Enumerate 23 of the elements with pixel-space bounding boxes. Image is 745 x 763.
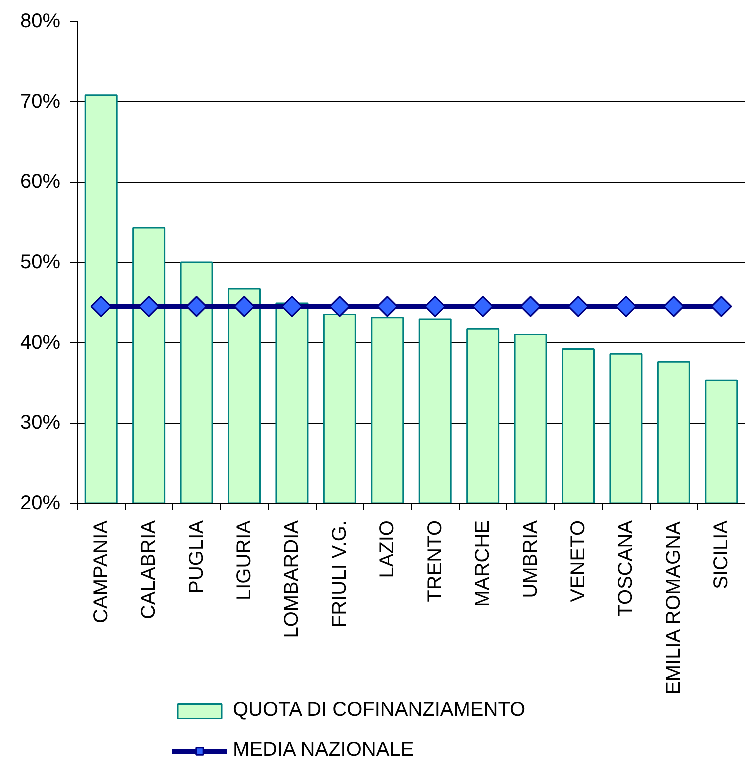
x-tick-label: SICILIA <box>710 520 733 590</box>
y-tick-label: 50% <box>20 252 61 274</box>
x-tick-label: FRIULI V.G. <box>328 520 351 628</box>
x-tick-label: CALABRIA <box>138 520 160 620</box>
x-tick-label: VENETO <box>568 520 590 602</box>
x-tick-label: EMILIA ROMAGNA <box>662 520 685 695</box>
y-tick-label: 80% <box>20 10 61 32</box>
y-tick-label: 70% <box>20 90 61 113</box>
y-tick-label: 20% <box>20 492 61 514</box>
x-tick-label: CAMPANIA <box>90 520 112 624</box>
x-tick-label: LIGURIA <box>234 520 256 601</box>
legend-label: MEDIA NAZIONALE <box>233 739 414 762</box>
x-tick-label: LAZIO <box>376 520 399 578</box>
x-tick-label: TRENTO <box>424 520 446 602</box>
legend-label: QUOTA DI COFINANZIAMENTO <box>233 699 526 722</box>
x-tick-label: TOSCANA <box>615 520 638 617</box>
y-tick-label: 40% <box>20 332 61 354</box>
x-tick-label: PUGLIA <box>186 520 208 594</box>
x-tick-label: UMBRIA <box>520 520 542 598</box>
x-tick-label: LOMBARDIA <box>281 520 304 638</box>
y-tick-label: 30% <box>20 412 61 434</box>
x-tick-label: MARCHE <box>472 520 494 608</box>
y-tick-label: 60% <box>20 171 61 194</box>
